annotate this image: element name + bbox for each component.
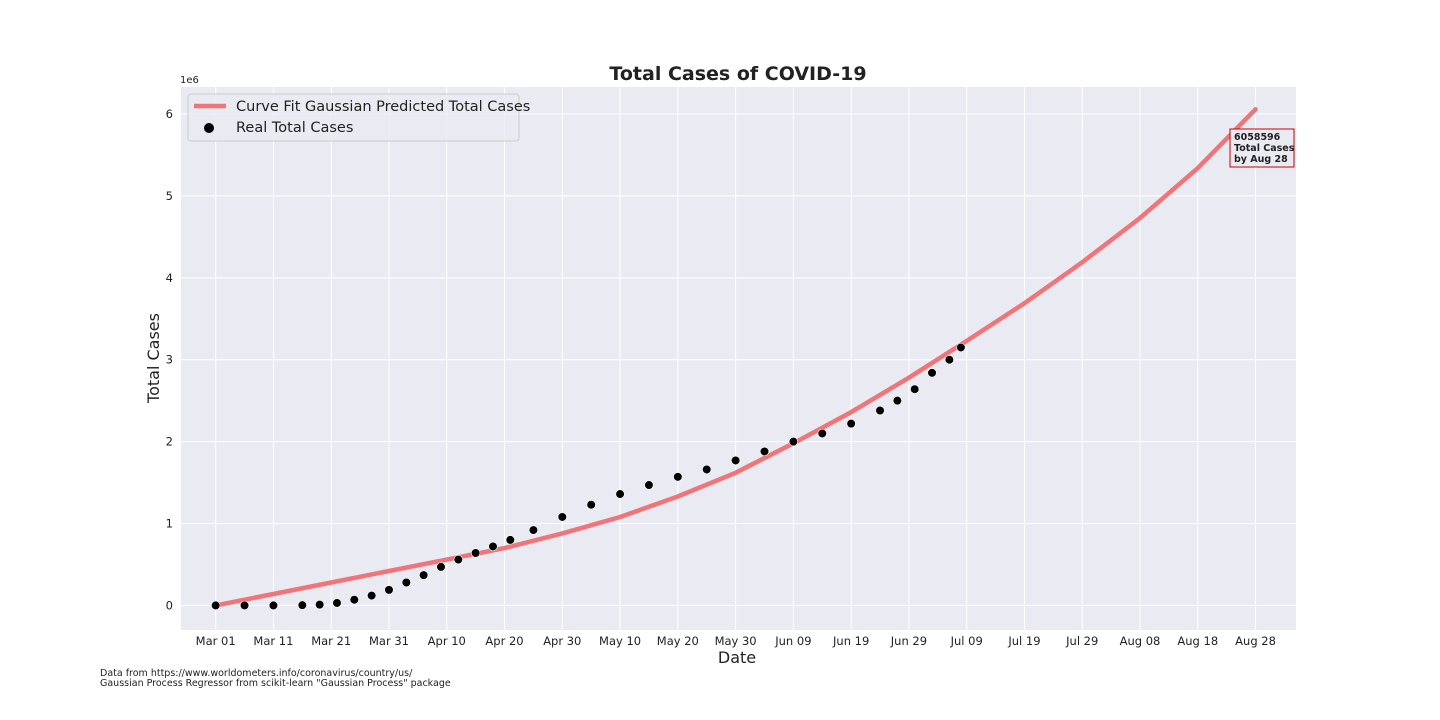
legend-box — [187, 93, 520, 142]
x-tick-label: Mar 11 — [253, 634, 293, 648]
x-axis-ticks: Mar 01 Mar 11 Mar 21 Mar 31 Apr 10 Apr 20 Apr … — [196, 634, 1276, 648]
x-tick-label: Jul 19 — [1007, 634, 1040, 648]
real-case-point — [910, 384, 920, 394]
real-case-point — [211, 600, 221, 611]
footnote-source: Data from https://www.worldometers.info/… — [100, 668, 413, 679]
real-case-point — [788, 437, 798, 447]
legend-label-real: Real Total Cases — [236, 120, 353, 136]
real-case-point — [817, 428, 827, 439]
real-case-point — [384, 585, 394, 595]
legend-dot-swatch — [204, 123, 214, 133]
real-case-point — [759, 446, 770, 457]
y-tick-label: 0 — [166, 598, 173, 612]
x-tick-label: Jun 29 — [890, 634, 927, 648]
y-axis-exponent: 1e6 — [180, 75, 199, 86]
x-tick-label: Mar 31 — [369, 634, 409, 648]
x-tick-label: Jun 19 — [832, 634, 869, 648]
footnote-method: Gaussian Process Regressor from scikit-l… — [100, 678, 451, 689]
real-case-point — [268, 600, 279, 611]
real-case-point — [488, 541, 498, 552]
y-tick-label: 2 — [166, 435, 173, 449]
x-tick-label: Aug 28 — [1235, 634, 1276, 648]
x-tick-label: Mar 21 — [311, 634, 351, 648]
x-tick-label: Mar 01 — [196, 634, 236, 648]
y-tick-label: 4 — [166, 271, 173, 285]
y-axis-label: Total Cases — [144, 313, 163, 404]
x-tick-label: Jul 29 — [1065, 634, 1098, 648]
real-case-point — [892, 396, 902, 406]
x-axis-label: Date — [718, 648, 756, 667]
predicted-curve-line — [213, 106, 1258, 608]
real-case-point — [436, 562, 446, 572]
real-case-point — [944, 355, 954, 365]
y-tick-label: 1 — [166, 517, 173, 531]
annotation-line-2: Total Cases — [1234, 143, 1295, 154]
x-tick-label: May 30 — [715, 634, 757, 648]
real-case-point — [528, 525, 539, 535]
y-tick-label: 3 — [166, 353, 173, 367]
legend-label-predicted: Curve Fit Gaussian Predicted Total Cases — [236, 99, 530, 115]
chart-title: Total Cases of COVID-19 — [609, 63, 866, 85]
x-tick-label: Jul 09 — [950, 634, 983, 648]
real-case-point — [471, 548, 481, 558]
x-tick-label: Apr 30 — [543, 634, 581, 648]
x-tick-label: May 20 — [657, 634, 699, 648]
x-tick-label: May 10 — [599, 634, 641, 648]
real-case-point — [332, 598, 342, 608]
real-case-point — [367, 591, 377, 601]
real-case-point — [349, 595, 359, 605]
annotation-box — [1229, 128, 1295, 168]
real-case-point — [586, 500, 596, 510]
y-tick-label: 5 — [166, 189, 173, 203]
real-case-point — [875, 405, 885, 416]
real-case-point — [702, 464, 712, 475]
grid-lines — [181, 87, 1296, 630]
x-tick-label: Aug 08 — [1120, 634, 1161, 648]
y-axis-ticks: 0 1 2 3 4 5 6 — [166, 107, 173, 612]
real-case-point — [557, 512, 567, 522]
real-case-point — [239, 600, 250, 611]
x-tick-label: Aug 18 — [1177, 634, 1218, 648]
prediction-annotation: 6058596 Total Cases by Aug 28 — [1229, 128, 1295, 168]
real-case-point — [956, 342, 966, 353]
plot-area — [181, 87, 1296, 630]
real-case-point — [505, 535, 515, 545]
x-tick-label: Apr 10 — [428, 634, 466, 648]
series-layer — [211, 106, 1258, 611]
real-case-point — [846, 419, 856, 429]
y-tick-label: 6 — [166, 107, 173, 121]
real-case-point — [297, 600, 307, 610]
real-case-point — [731, 455, 741, 466]
real-case-point — [615, 489, 625, 499]
real-case-point — [315, 600, 325, 610]
real-case-point — [419, 570, 429, 580]
legend: Curve Fit Gaussian Predicted Total Cases… — [187, 93, 530, 142]
real-case-point — [927, 368, 937, 378]
real-case-point — [453, 554, 463, 565]
x-tick-label: Jun 09 — [774, 634, 811, 648]
annotation-value: 6058596 — [1234, 132, 1281, 143]
real-case-point — [401, 577, 411, 588]
x-tick-label: Apr 20 — [485, 634, 523, 648]
real-case-point — [644, 480, 654, 490]
real-case-point — [673, 472, 683, 482]
annotation-line-3: by Aug 28 — [1234, 154, 1288, 165]
